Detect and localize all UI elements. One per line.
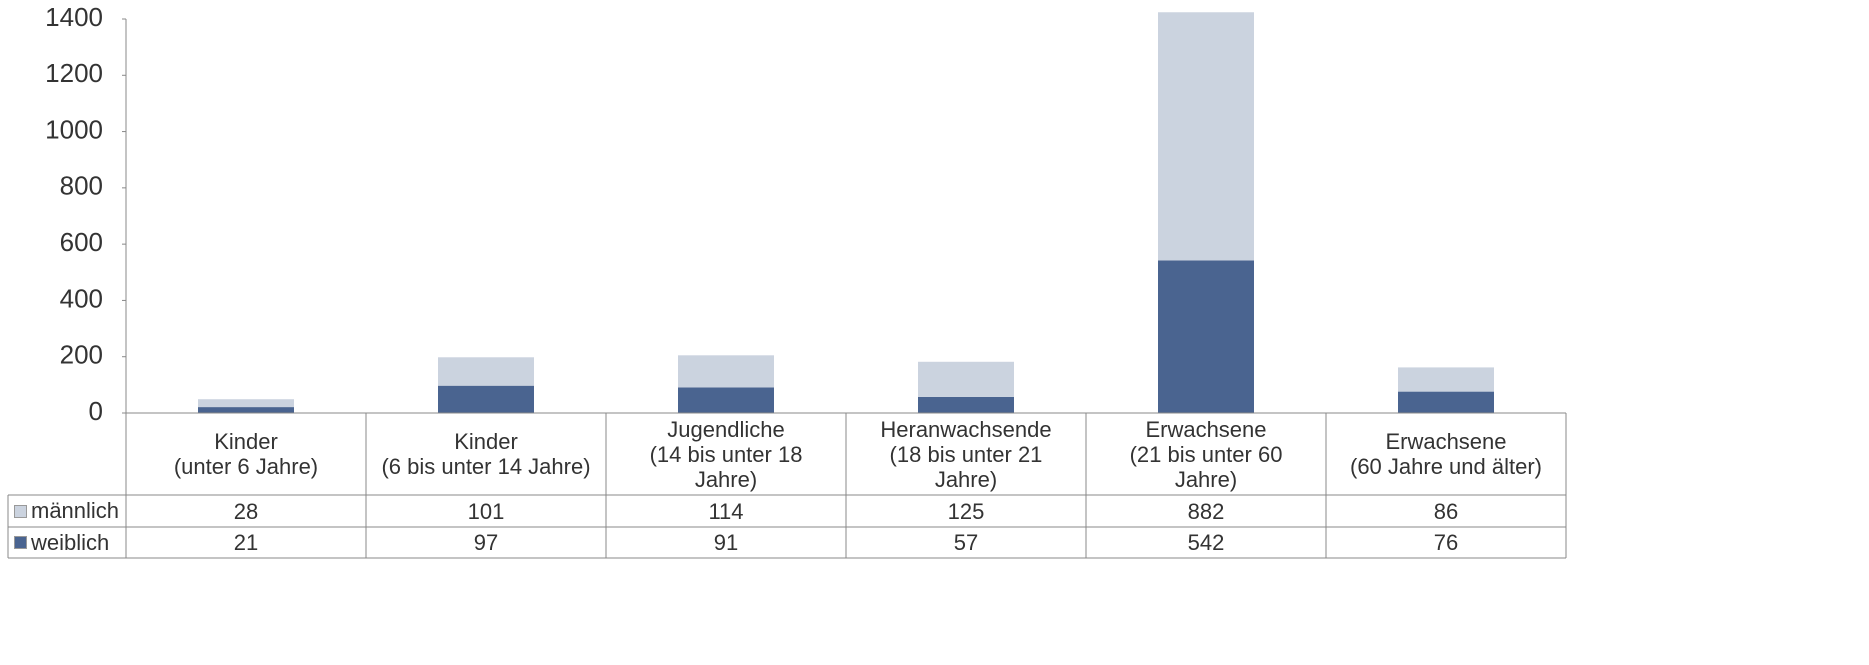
y-tick-label: 1400 — [45, 2, 103, 32]
y-tick-label: 800 — [60, 171, 103, 201]
y-tick-label: 1000 — [45, 114, 103, 144]
table-value: 542 — [1187, 530, 1225, 555]
bar-segment — [438, 385, 534, 413]
legend-label: männlich — [31, 498, 120, 523]
table-value: 125 — [947, 498, 985, 524]
table-value: 57 — [953, 530, 979, 555]
bar-segment — [1158, 12, 1254, 261]
bar-segment — [678, 387, 774, 413]
y-tick-label: 600 — [60, 227, 103, 257]
x-tick-label: Jugendliche (14 bis unter 18 Jahre) — [649, 416, 803, 492]
bar-segment — [918, 361, 1014, 397]
table-value: 86 — [1433, 498, 1459, 524]
table-value: 114 — [708, 498, 744, 524]
table-value: 28 — [233, 498, 259, 524]
y-tick-label: 1200 — [45, 58, 103, 88]
legend-entry: weiblich — [8, 527, 126, 558]
table-value: 882 — [1187, 498, 1225, 524]
table-value: 97 — [473, 530, 499, 555]
legend-swatch — [14, 504, 27, 518]
legend-swatch — [14, 536, 27, 549]
x-tick-label: Kinder (6 bis unter 14 Jahre) — [381, 429, 591, 479]
bar-segment — [1398, 367, 1494, 392]
bar-segment — [438, 357, 534, 386]
bar-segment — [198, 407, 294, 413]
bar-segment — [678, 355, 774, 388]
legend-entry: männlich — [8, 495, 126, 527]
table-value: 91 — [713, 530, 739, 555]
table-value: 21 — [233, 530, 259, 555]
x-tick-label: Erwachsene (21 bis unter 60 Jahre) — [1129, 416, 1283, 492]
y-tick-label: 0 — [89, 396, 103, 426]
y-tick-label: 400 — [60, 283, 103, 313]
legend-label: weiblich — [31, 529, 110, 555]
bar-segment — [1158, 260, 1254, 413]
table-value: 101 — [467, 498, 505, 524]
bar-segment — [1398, 391, 1494, 413]
y-tick-label: 200 — [60, 340, 103, 370]
x-tick-label: Kinder (unter 6 Jahre) — [173, 429, 319, 479]
bar-segment — [198, 399, 294, 408]
bar-segment — [918, 396, 1014, 413]
table-value: 76 — [1433, 530, 1459, 555]
x-tick-label: Erwachsene (60 Jahre und älter) — [1350, 429, 1542, 479]
x-tick-label: Heranwachsende (18 bis unter 21 Jahre) — [880, 416, 1052, 492]
